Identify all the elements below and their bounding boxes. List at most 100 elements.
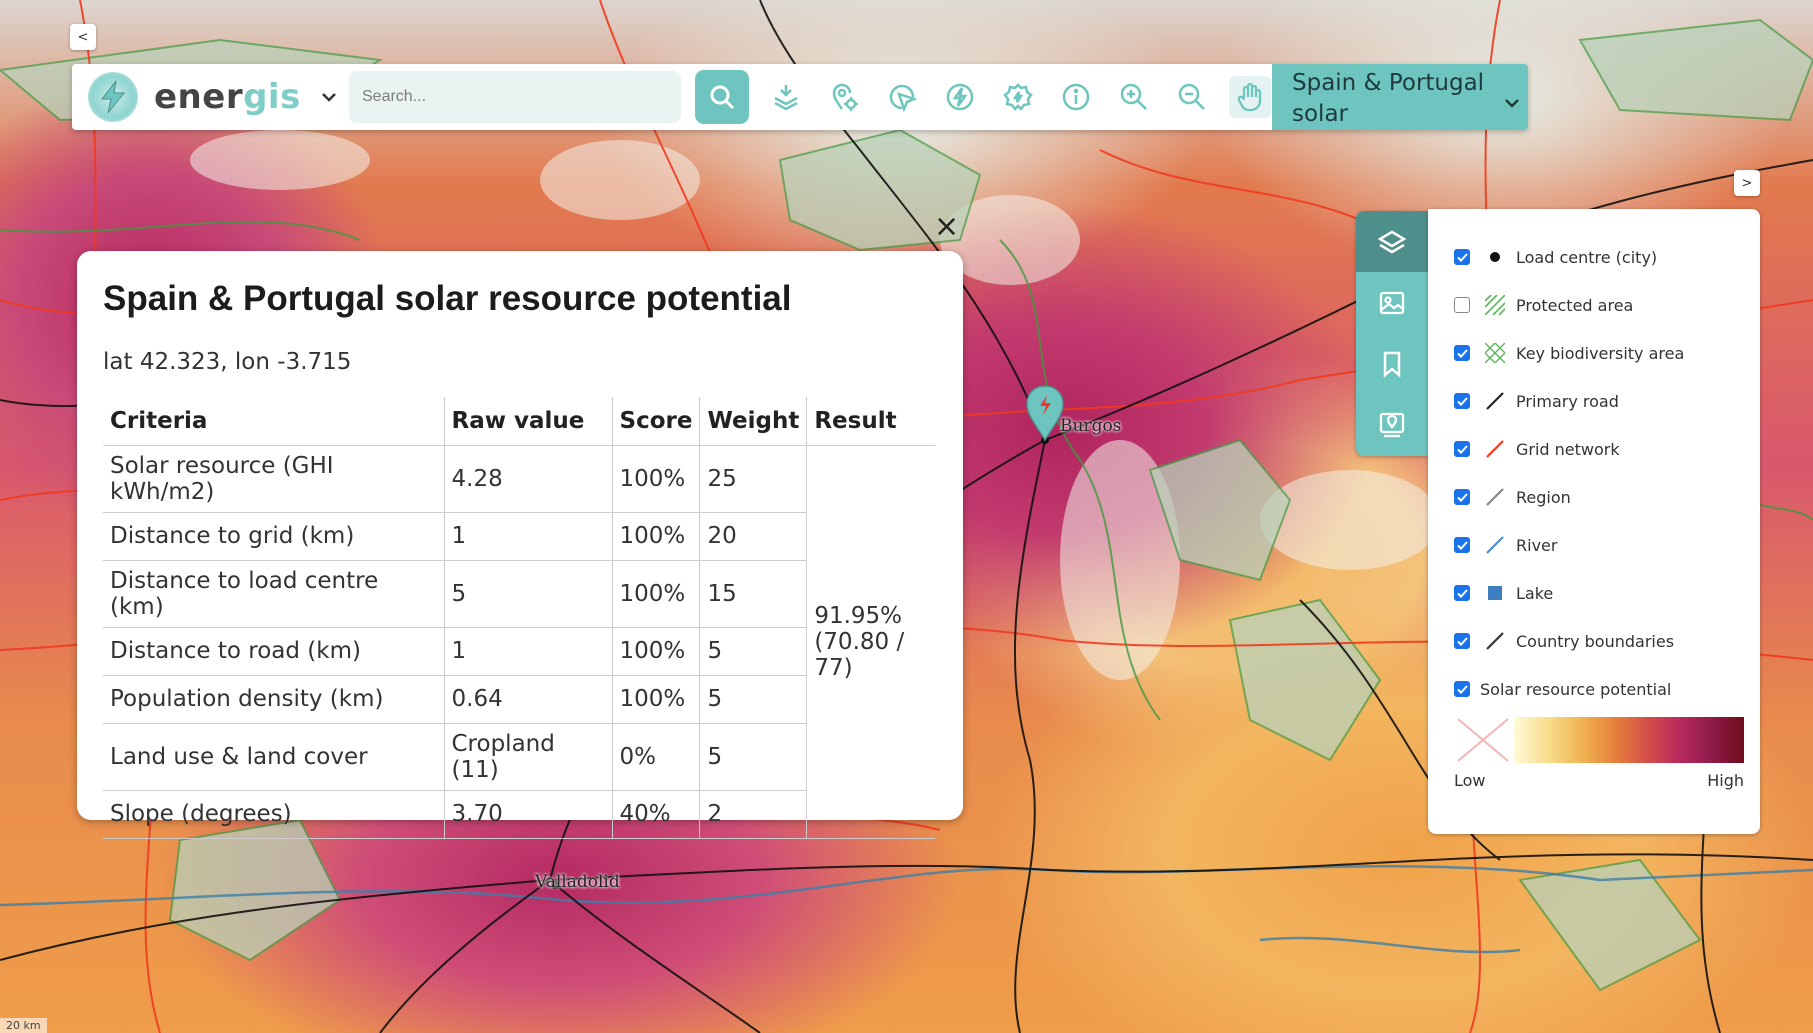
app-name: energis: [154, 77, 301, 117]
layer-checkbox[interactable]: [1454, 489, 1470, 505]
pan-button[interactable]: [1229, 76, 1271, 118]
zoom-out-button[interactable]: [1171, 76, 1213, 118]
criteria-cell: Land use & land cover: [103, 723, 444, 791]
no-data-icon: [1454, 717, 1514, 763]
tab-location-info[interactable]: [1356, 394, 1428, 455]
hatch-green-icon: [1484, 294, 1506, 316]
result-cell: 91.95% (70.80 / 77): [806, 445, 935, 839]
raw-value-cell: 0.64: [443, 675, 612, 724]
layer-row-solar-resource: Solar resource potential: [1428, 665, 1760, 713]
score-cell: 100%: [611, 445, 700, 513]
criteria-table: Criteria Raw value Score Weight Result S…: [103, 397, 935, 839]
search-button[interactable]: [695, 70, 749, 124]
settings-button[interactable]: [997, 76, 1039, 118]
search-input[interactable]: [349, 71, 681, 123]
layer-row-protected-area: Protected area: [1428, 281, 1760, 329]
layers-legend-panel: Load centre (city) Protected area Key bi…: [1428, 209, 1760, 834]
layer-row-grid-network: Grid network: [1428, 425, 1760, 473]
zoom-out-icon: [1178, 83, 1205, 110]
layer-label: Lake: [1516, 583, 1554, 603]
result-percent: 91.95%: [814, 602, 903, 629]
layer-row-river: River: [1428, 521, 1760, 569]
raw-value-cell: 1: [443, 627, 612, 676]
weight-cell: 5: [699, 675, 807, 724]
map-pin-card-icon: [1379, 412, 1405, 437]
select-cursor-button[interactable]: [881, 76, 923, 118]
layer-checkbox[interactable]: [1454, 297, 1470, 313]
image-icon: [1379, 291, 1405, 314]
layer-label: Primary road: [1516, 391, 1619, 411]
layer-row-key-biodiversity: Key biodiversity area: [1428, 329, 1760, 377]
column-header: Score: [611, 397, 700, 446]
region-label: Spain & Portugal solar: [1292, 70, 1485, 127]
line-red-icon: [1484, 438, 1506, 460]
tab-bookmarks[interactable]: [1356, 333, 1428, 394]
layer-label: Solar resource potential: [1480, 679, 1672, 699]
layer-label: Load centre (city): [1516, 247, 1658, 267]
energy-button[interactable]: [939, 76, 981, 118]
lightning-circle-icon: [946, 83, 974, 111]
layer-label: Region: [1516, 487, 1571, 507]
line-grey-icon: [1484, 486, 1506, 508]
location-settings-icon: [832, 83, 858, 111]
cross-hatch-icon: [1484, 342, 1506, 364]
layer-label: Grid network: [1516, 439, 1620, 459]
layer-label: Protected area: [1516, 295, 1634, 315]
weight-cell: 15: [699, 560, 807, 628]
layer-label: Key biodiversity area: [1516, 343, 1685, 363]
chevron-down-icon: [1504, 86, 1520, 117]
score-cell: 0%: [611, 723, 700, 791]
info-button[interactable]: [1055, 76, 1097, 118]
table-row: Distance to road (km) 1 100% 5: [103, 627, 935, 676]
table-row: Distance to grid (km) 1 100% 20: [103, 512, 935, 561]
layer-checkbox[interactable]: [1454, 393, 1470, 409]
raw-value-cell: 1: [443, 512, 612, 561]
layer-row-country-boundaries: Country boundaries: [1428, 617, 1760, 665]
criteria-cell: Distance to load centre (km): [103, 560, 444, 628]
region-selector[interactable]: Spain & Portugal solar: [1272, 64, 1528, 130]
layer-checkbox[interactable]: [1454, 345, 1470, 361]
layer-checkbox[interactable]: [1454, 633, 1470, 649]
weight-cell: 5: [699, 723, 807, 791]
layer-row-region: Region: [1428, 473, 1760, 521]
column-header: Weight: [699, 397, 807, 446]
expand-right-button[interactable]: >: [1734, 170, 1760, 196]
column-header: Result: [806, 397, 935, 446]
layer-row-lake: Lake: [1428, 569, 1760, 617]
ramp-high-label: High: [1707, 771, 1744, 790]
score-cell: 100%: [611, 675, 700, 724]
layer-checkbox[interactable]: [1454, 441, 1470, 457]
collapse-left-button[interactable]: <: [70, 24, 96, 50]
weight-cell: 5: [699, 627, 807, 676]
location-settings-button[interactable]: [823, 76, 865, 118]
column-header: Raw value: [443, 397, 612, 446]
gear-icon: [1003, 83, 1033, 111]
search-icon: [710, 85, 735, 110]
criteria-cell: Population density (km): [103, 675, 444, 724]
column-header: Criteria: [103, 397, 444, 446]
line-blue-icon: [1484, 534, 1506, 556]
layer-checkbox[interactable]: [1454, 249, 1470, 265]
line-dark-icon: [1484, 630, 1506, 652]
score-cell: 100%: [611, 512, 700, 561]
tab-basemaps[interactable]: [1356, 272, 1428, 333]
layer-label: River: [1516, 535, 1558, 555]
zoom-in-button[interactable]: [1113, 76, 1155, 118]
table-header-row: Criteria Raw value Score Weight Result: [103, 397, 935, 446]
ramp-low-label: Low: [1454, 771, 1486, 790]
close-popup-button[interactable]: ×: [934, 209, 960, 244]
layer-checkbox[interactable]: [1454, 537, 1470, 553]
download-layers-button[interactable]: [765, 76, 807, 118]
side-panel-tabs: [1356, 211, 1428, 456]
layer-checkbox[interactable]: [1454, 585, 1470, 601]
table-row: Population density (km) 0.64 100% 5: [103, 675, 935, 724]
layer-checkbox[interactable]: [1454, 681, 1470, 697]
city-label-burgos: Burgos: [1060, 416, 1122, 436]
location-pin-icon: [1026, 385, 1064, 442]
chevron-down-icon[interactable]: [319, 87, 339, 107]
zoom-in-icon: [1120, 83, 1147, 110]
tab-layers[interactable]: [1356, 211, 1428, 272]
hand-icon: [1237, 82, 1262, 112]
popup-title: Spain & Portugal solar resource potentia…: [103, 279, 792, 318]
